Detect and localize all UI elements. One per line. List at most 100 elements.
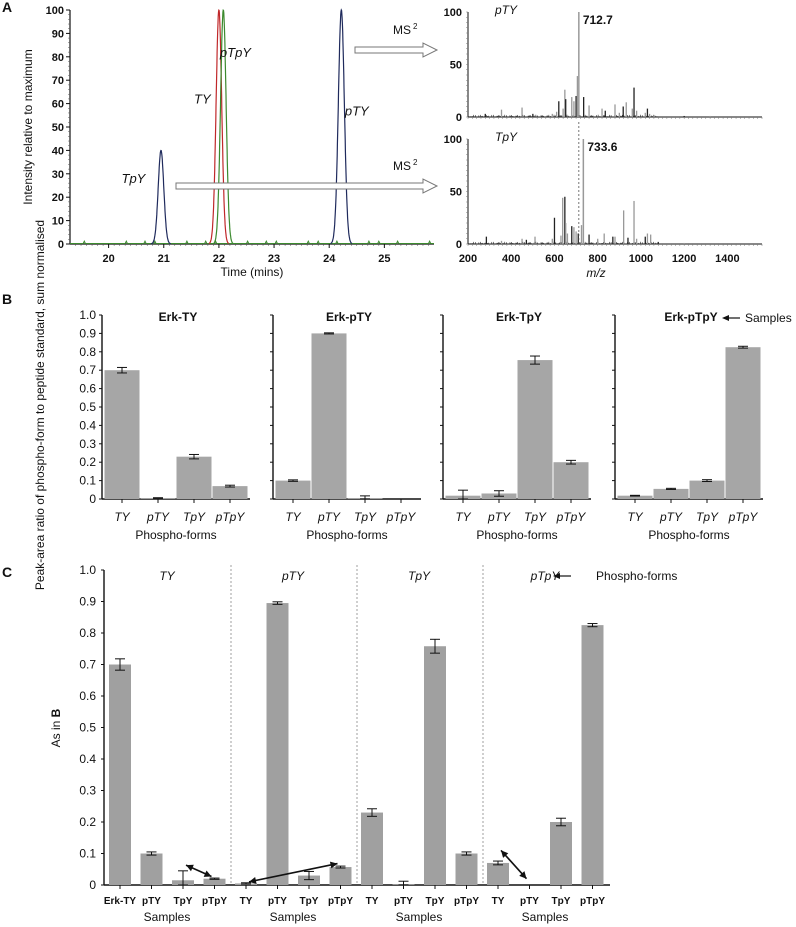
y-tick-label: 0.7 [79, 363, 96, 377]
y-tick-label: 0.6 [79, 382, 96, 396]
arrow-head-icon [186, 864, 194, 872]
y-tick-label: 0.4 [79, 418, 96, 432]
bar [266, 603, 289, 885]
bar [517, 360, 553, 499]
x-tick-label: pTpY [386, 510, 417, 524]
y-tick-label: 10 [52, 216, 64, 228]
panel-label-b: B [2, 291, 12, 307]
y-tick-label: 50 [450, 60, 462, 72]
panel-a-spectrum-tpy: 0 50 100 200 400 600 800 1000 1200 1400 m/z 733.6 Tp… [444, 122, 763, 280]
subplot-title: Erk-pTpY [664, 310, 717, 324]
x-tick-label: 21 [158, 253, 170, 265]
y-tick-label: 70 [52, 75, 64, 87]
y-tick-label: 0.5 [79, 721, 96, 735]
subplot-erk-pty: Erk-pTY TY pTY TpY pTpY Phospho-forms [270, 310, 421, 542]
y-tick-label: 0 [58, 239, 64, 251]
subplot-title: Erk-TpY [496, 310, 542, 324]
bar [653, 488, 689, 499]
samples-arrow-icon [722, 315, 729, 321]
x-tick-label: pTY [146, 510, 170, 524]
peak-label: TY [194, 92, 212, 107]
bar [311, 333, 347, 499]
y-tick-label: 1.0 [79, 308, 96, 322]
x-axis-label: Time (mins) [221, 265, 284, 279]
phospho-forms-annotation: Phospho-forms [596, 569, 677, 583]
y-tick-label: 0 [456, 112, 462, 124]
y-tick-label: 80 [52, 52, 64, 64]
y-tick-label: 1.0 [79, 563, 96, 577]
y-tick-label: 0.7 [79, 658, 96, 672]
x-tick-label: 20 [102, 253, 114, 265]
bar [553, 462, 589, 499]
x-tick-label: 25 [378, 253, 390, 265]
panel-c-bar-chart: 0 0.1 0.2 0.3 0.4 0.5 0.6 0.7 0.8 0.9 1.0 As in B TY… [49, 563, 677, 924]
x-tick-label: 1200 [672, 253, 696, 265]
subplot-erk-tpy: Erk-TpY TY pTY TpY pTpY Phospho-forms [440, 310, 591, 542]
bar [298, 875, 320, 885]
y-tick-label: 0.6 [79, 689, 96, 703]
subplot-title: Erk-TY [159, 310, 198, 324]
ms2-label: MS [393, 23, 411, 37]
peak-label: pTY [344, 103, 370, 118]
subplot-erk-ptpy: Erk-pTpY TY pTY TpY pTpY Phospho-forms [612, 310, 763, 542]
x-axis-label: Samples [396, 910, 443, 924]
group-title: TY [159, 569, 175, 583]
y-tick-label: 100 [444, 7, 462, 19]
x-axis-label: Phospho-forms [648, 528, 729, 542]
y-tick-label: 0.1 [79, 474, 96, 488]
x-tick-label: pTY [659, 510, 683, 524]
peak-trace-ty [208, 9, 230, 245]
x-tick-label: Erk-TY [104, 896, 137, 907]
y-tick-label: 0.8 [79, 345, 96, 359]
y-tick-label: 100 [444, 134, 462, 146]
bar [329, 867, 352, 885]
x-tick-label: pTY [142, 896, 161, 907]
y-tick-label: 0.3 [79, 437, 96, 451]
subplot-erk-ty: 0 0.1 0.2 0.3 0.4 0.5 0.6 0.7 0.8 0.9 1.0 Erk-TY TY p… [79, 308, 250, 542]
y-tick-label: 50 [52, 122, 64, 134]
panel-b-bar-charts: Peak-area ratio of phospho-form to pepti… [33, 220, 792, 590]
x-tick-label: pTY [317, 510, 341, 524]
y-tick-label: 20 [52, 192, 64, 204]
y-tick-label: 0.9 [79, 326, 96, 340]
bar [581, 625, 604, 885]
x-tick-label: 1000 [629, 253, 653, 265]
x-tick-label: 200 [459, 253, 477, 265]
y-tick-label: 0.3 [79, 784, 96, 798]
y-tick-label: 100 [46, 5, 64, 17]
x-axis-label: Samples [270, 910, 317, 924]
y-tick-label: 90 [52, 28, 64, 40]
x-tick-label: TY [627, 510, 643, 524]
x-axis-label: Samples [144, 910, 191, 924]
bar [212, 486, 248, 499]
panel-label-a: A [2, 0, 12, 15]
x-tick-label: TY [114, 510, 130, 524]
spectrum-title: TpY [495, 130, 518, 144]
x-tick-label: TpY [426, 896, 445, 907]
x-tick-label: TpY [696, 510, 719, 524]
group-title: pTpY [530, 569, 561, 583]
bar [725, 347, 761, 499]
group-ptpy: pTpY TY pTY TpY pTpY Samples [482, 565, 605, 924]
y-tick-label: 0.4 [79, 752, 96, 766]
x-tick-label: TpY [354, 510, 377, 524]
y-axis-label: Peak-area ratio of phospho-form to pepti… [33, 220, 47, 590]
arrow-head-icon [249, 877, 257, 884]
x-tick-label: 22 [213, 253, 225, 265]
y-axis-label: As in B [49, 708, 63, 747]
bar [455, 853, 478, 885]
y-tick-label: 0.2 [79, 455, 96, 469]
baseline-trace [70, 240, 434, 244]
x-tick-label: pTY [394, 896, 413, 907]
x-tick-label: pTpY [728, 510, 759, 524]
x-tick-label: pTpY [454, 896, 479, 907]
x-axis-label: Phospho-forms [306, 528, 387, 542]
bar [203, 878, 226, 885]
x-tick-label: TY [285, 510, 301, 524]
x-tick-label: TY [240, 896, 253, 907]
x-tick-label: TY [366, 896, 379, 907]
y-axis-label: Intensity relative to maximum [21, 49, 35, 204]
group-ty: TY Erk-TY pTY TpY pTpY Samples [104, 569, 227, 924]
y-tick-label: 40 [52, 145, 64, 157]
